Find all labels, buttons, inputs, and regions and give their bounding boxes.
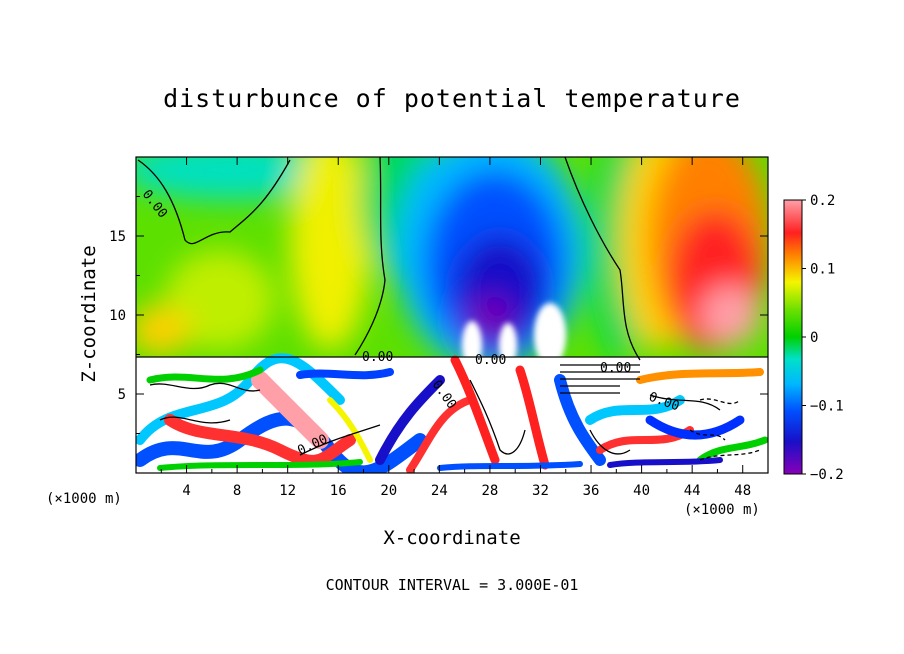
y-tick-label: 10 <box>109 308 126 324</box>
contour-interval-note: CONTOUR INTERVAL = 3.000E-01 <box>325 576 579 594</box>
x-unit-label-left: (×1000 m) <box>46 491 122 507</box>
x-tick-label: 28 <box>481 483 498 499</box>
colorbar-tick-label: −0.2 <box>810 467 844 483</box>
colorbar-ticks: 0.2 0.1 0 −0.1 −0.2 <box>802 193 844 483</box>
x-tick-label: 24 <box>431 483 448 499</box>
y-tick-label: 15 <box>109 229 126 245</box>
y-axis-label: Z-coordinate <box>78 245 100 383</box>
x-tick-label: 48 <box>734 483 751 499</box>
y-tick-label: 5 <box>118 387 126 403</box>
colorbar <box>783 199 803 475</box>
x-tick-label: 44 <box>684 483 701 499</box>
x-tick-label: 36 <box>583 483 600 499</box>
x-unit-label-right: (×1000 m) <box>684 502 760 518</box>
colorbar-tick-label: 0.2 <box>810 193 835 209</box>
colorbar-tick-label: 0 <box>810 330 818 346</box>
x-tick-label: 8 <box>233 483 241 499</box>
heatmap-field <box>136 157 768 473</box>
x-tick-label: 20 <box>380 483 397 499</box>
contour-label: 0.00 <box>362 350 393 365</box>
x-tick-label: 4 <box>182 483 190 499</box>
x-axis: 4 8 12 16 20 24 28 32 36 40 44 48 <box>160 157 751 499</box>
colorbar-tick-label: 0.1 <box>810 262 835 278</box>
contour-label: 0.00 <box>600 361 631 376</box>
chart-title: disturbunce of potential temperature <box>163 84 741 113</box>
x-axis-label: X-coordinate <box>383 527 521 549</box>
contour-label: 0.00 <box>475 353 506 368</box>
x-tick-label: 40 <box>633 483 650 499</box>
x-tick-label: 32 <box>532 483 549 499</box>
y-axis: 5 10 15 <box>109 196 768 434</box>
x-tick-label: 16 <box>330 483 347 499</box>
x-tick-label: 12 <box>279 483 296 499</box>
colorbar-tick-label: −0.1 <box>810 399 844 415</box>
